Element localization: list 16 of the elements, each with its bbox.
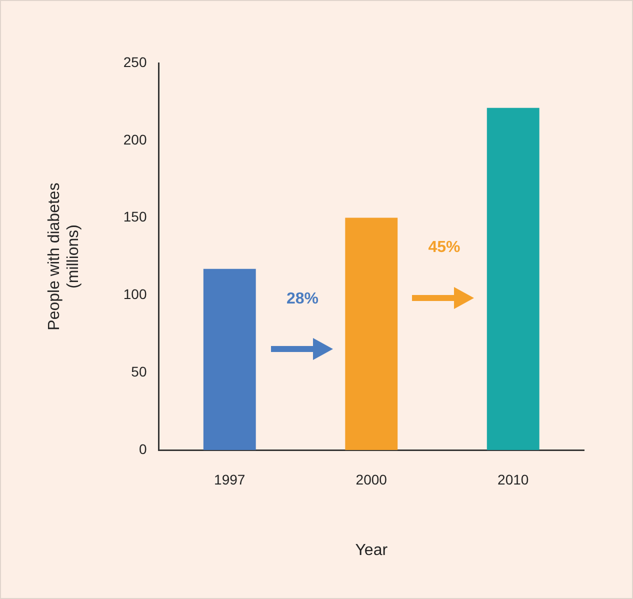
bar	[486, 108, 540, 450]
x-axis-title: Year	[355, 542, 388, 559]
y-tick-label: 200	[123, 131, 147, 148]
y-axis-title: People with diabetes (millions)	[46, 182, 82, 330]
bar	[345, 218, 398, 450]
y-tick-label: 0	[138, 440, 147, 457]
y-tick-label: 50	[131, 363, 147, 380]
x-tick-label: 2000	[356, 471, 388, 488]
bar	[203, 268, 256, 450]
annotation: 28%	[286, 290, 319, 308]
y-tick-label: 100	[123, 286, 147, 302]
y-tick-label: 250	[123, 54, 147, 70]
y-tick-label: 150	[123, 208, 147, 225]
annotation: 45%	[428, 239, 460, 256]
x-tick-label: 2010	[498, 471, 529, 488]
x-tick-label: 1997	[214, 471, 246, 488]
